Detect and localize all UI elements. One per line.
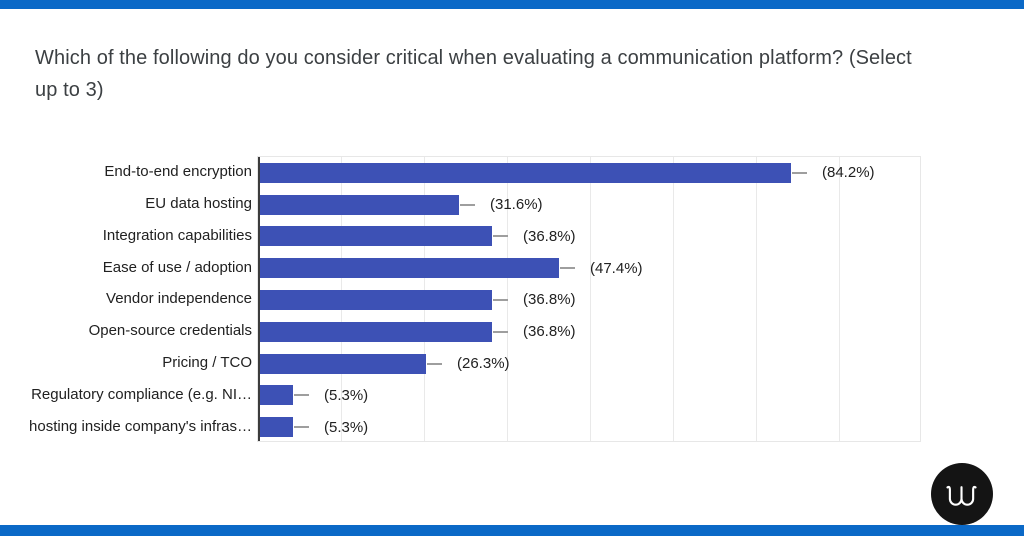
x-gridline bbox=[673, 157, 674, 441]
x-gridline bbox=[590, 157, 591, 441]
top-accent-bar bbox=[0, 0, 1024, 9]
bar-row: (47.4%) bbox=[258, 252, 920, 284]
bar-row: (5.3%) bbox=[258, 379, 920, 411]
y-axis-line bbox=[258, 157, 260, 441]
bar-value-label: (5.3%) bbox=[324, 418, 369, 436]
x-gridline bbox=[839, 157, 840, 441]
bar-value-label: (26.3%) bbox=[457, 355, 510, 373]
bottom-accent-bar bbox=[0, 525, 1024, 536]
bar-whisker bbox=[493, 330, 508, 333]
bar-3 bbox=[260, 226, 492, 247]
bar-whisker bbox=[560, 267, 575, 270]
bar-row: (5.3%) bbox=[258, 411, 920, 443]
bar-row: (36.8%) bbox=[258, 284, 920, 316]
bar-whisker bbox=[493, 298, 508, 301]
category-label: Vendor independence bbox=[106, 290, 252, 308]
bar-value-label: (36.8%) bbox=[523, 291, 576, 309]
category-label: End-to-end encryption bbox=[104, 163, 252, 181]
bar-row: (36.8%) bbox=[258, 316, 920, 348]
x-gridline bbox=[756, 157, 757, 441]
category-label: EU data hosting bbox=[145, 195, 252, 213]
bar-2 bbox=[260, 194, 459, 215]
category-label: Pricing / TCO bbox=[162, 354, 252, 372]
bar-row: (84.2%) bbox=[258, 157, 920, 189]
bar-8 bbox=[260, 385, 293, 406]
bar-chart: (84.2%) (31.6%) (36.8%) (47.4%) (36.8%) (36.8… bbox=[0, 156, 1024, 442]
bar-value-label: (84.2%) bbox=[822, 164, 875, 182]
bar-whisker bbox=[792, 171, 807, 174]
bar-5 bbox=[260, 289, 492, 310]
bar-value-label: (47.4%) bbox=[590, 259, 643, 277]
logo-badge bbox=[931, 463, 993, 525]
plot-area: (84.2%) (31.6%) (36.8%) (47.4%) (36.8%) (36.8… bbox=[257, 156, 921, 442]
bar-1 bbox=[260, 162, 791, 183]
category-label: Regulatory compliance (e.g. NI… bbox=[31, 385, 252, 403]
category-label: Integration capabilities bbox=[102, 226, 252, 244]
bar-row: (31.6%) bbox=[258, 189, 920, 221]
category-label: Open-source credentials bbox=[88, 322, 252, 340]
category-label: hosting inside company's infras… bbox=[29, 417, 252, 435]
bar-whisker bbox=[294, 394, 309, 397]
bar-value-label: (31.6%) bbox=[490, 196, 543, 214]
bar-value-label: (5.3%) bbox=[324, 386, 369, 404]
bar-value-label: (36.8%) bbox=[523, 227, 576, 245]
chart-question-title: Which of the following do you consider c… bbox=[35, 42, 1010, 106]
bar-6 bbox=[260, 321, 492, 342]
bar-7 bbox=[260, 353, 426, 374]
bar-row: (36.8%) bbox=[258, 221, 920, 253]
bar-whisker bbox=[493, 235, 508, 238]
bar-4 bbox=[260, 258, 559, 279]
bar-whisker bbox=[294, 426, 309, 429]
bar-row: (26.3%) bbox=[258, 348, 920, 380]
category-label: Ease of use / adoption bbox=[102, 258, 252, 276]
bar-9 bbox=[260, 417, 293, 438]
bar-whisker bbox=[460, 203, 475, 206]
chart-question-title-line2: up to 3) bbox=[35, 79, 104, 101]
bar-value-label: (36.8%) bbox=[523, 323, 576, 341]
bar-whisker bbox=[427, 362, 442, 365]
w-monogram-icon bbox=[946, 485, 977, 506]
chart-question-title-line1: Which of the following do you consider c… bbox=[35, 47, 912, 69]
